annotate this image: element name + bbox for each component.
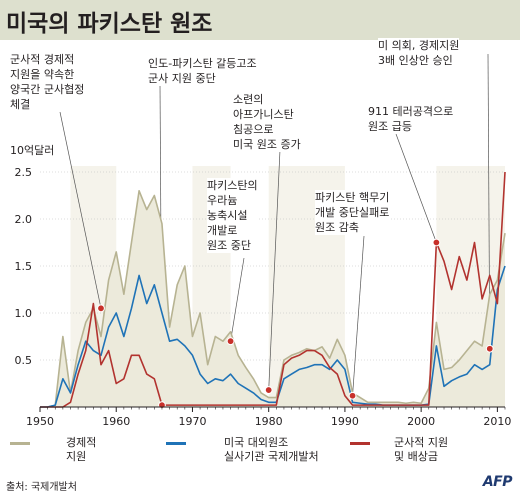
series-military-line: [40, 171, 506, 408]
y-tick-label: 0.5: [15, 354, 33, 367]
legend-military-swatch: [350, 442, 370, 445]
event-marker: [226, 337, 235, 346]
annotation-leader: [352, 235, 365, 396]
series-economic-line: [40, 190, 506, 408]
axes: 1950 1960 1970 1980 1990 2000 2010 0.5 1.0 1.5 2.0…: [15, 166, 512, 428]
title-band: [0, 0, 520, 40]
event-marker: [485, 344, 494, 353]
source-note: 출처: 국제개발처: [6, 482, 77, 493]
annotation-leader: [230, 257, 245, 342]
event-marker: [432, 238, 441, 247]
x-tick-label: 2010: [483, 415, 511, 428]
event-marker: [264, 386, 273, 394]
annotation-military-pact: 군사적 경제적 지원을 약속한 양국간 군사협정 체결: [10, 52, 85, 112]
annotation-911: 911 테러공격으로 원조 급등: [368, 104, 454, 134]
y-tick-label: 1.0: [15, 307, 33, 320]
legend-military-label: 군사적 지원 및 배상금: [394, 436, 449, 463]
annotation-nuclear-cut: 파키스탄 핵무기 개발 중단실패로 원조 감축: [315, 190, 390, 235]
afp-logo: AFP: [482, 474, 513, 490]
annotation-india-conflict: 인도-파키스탄 갈등고조 군사 지원 중단: [148, 56, 257, 86]
legend-usaid-label: 미국 대외원조 실사기관 국제개발처: [224, 436, 319, 463]
x-tick-label: 1990: [331, 415, 359, 428]
series-lines: [40, 171, 506, 408]
economic-area: [40, 190, 505, 407]
x-tick-label: 1980: [255, 415, 283, 428]
event-marker: [97, 304, 105, 313]
annotation-soviet-invasion: 소련의 아프가니스탄 침공으로 미국 원조 증가: [233, 92, 301, 152]
annotation-congress: 미 의회, 경제지원 3배 인상안 승인: [378, 38, 460, 68]
x-tick-label: 1950: [26, 415, 54, 428]
annotation-leader: [59, 111, 102, 309]
x-tick-label: 1960: [102, 415, 130, 428]
page-title: 미국의 파키스탄 원조: [6, 11, 213, 37]
x-tick-label: 2000: [407, 415, 435, 428]
x-tick-label: 1970: [178, 415, 206, 428]
y-tick-label: 1.5: [15, 260, 33, 273]
legend-usaid-swatch: [166, 442, 186, 445]
y-tick-label: 2.0: [15, 213, 33, 226]
legend-economic-swatch: [10, 442, 30, 445]
annotation-leader: [395, 133, 437, 243]
y-unit-label: 10억달러: [10, 144, 55, 157]
annotation-uranium: 파키스탄의 우라늄 농축시설 개발로 원조 중단: [207, 178, 258, 253]
annotation-leader: [268, 149, 281, 391]
event-marker: [348, 391, 357, 400]
y-tick-label: 2.5: [15, 166, 33, 179]
legend-economic-label: 경제적 지원: [66, 436, 97, 463]
